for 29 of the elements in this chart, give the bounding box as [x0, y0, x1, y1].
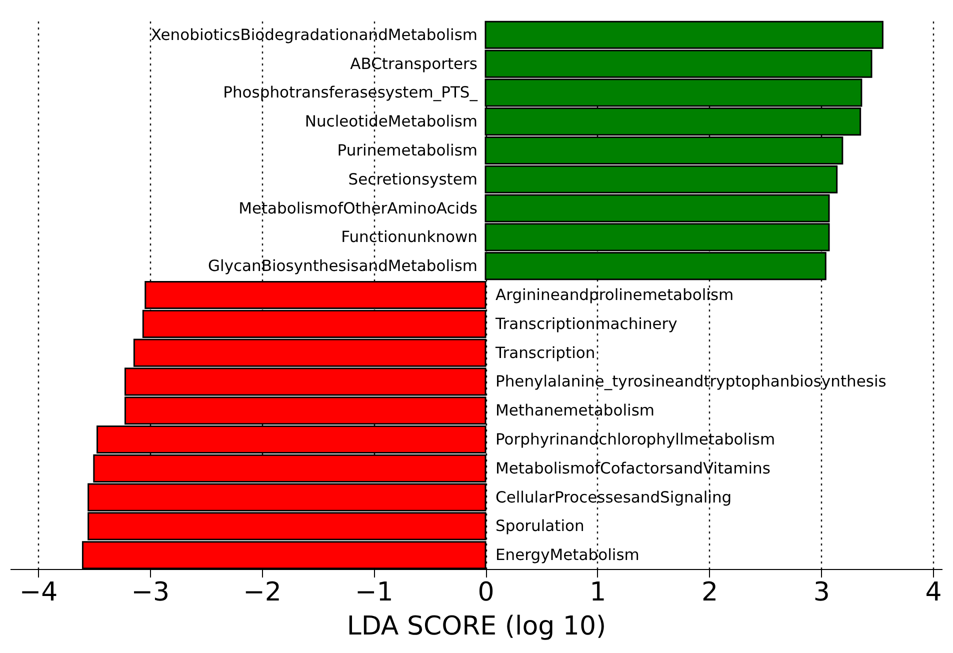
y-tick-label: GlycanBiosynthesisandMetabolism: [208, 257, 478, 276]
x-tick-label: 3: [813, 578, 830, 608]
x-tick-label: 2: [702, 578, 718, 608]
x-tick-label: −3: [131, 578, 170, 608]
y-tick-label: Secretionsystem: [348, 170, 478, 188]
y-tick-label: ABCtransporters: [350, 54, 478, 73]
y-tick-label: MetabolismofCofactorsandVitamins: [496, 459, 770, 478]
y-tick-label: Transcription: [494, 344, 596, 362]
y-tick-label: NucleotideMetabolism: [304, 112, 478, 131]
y-tick-label: EnergyMetabolism: [496, 546, 640, 564]
x-axis-title: LDA SCORE (log 10): [346, 612, 606, 642]
y-tick-label: Porphyrinandchlorophyllmetabolism: [496, 430, 776, 449]
y-tick-label: Arginineandprolinemetabolism: [496, 286, 734, 304]
x-tick-label: 4: [925, 578, 942, 608]
y-tick-label: MetabolismofOtherAminoAcids: [238, 199, 478, 218]
x-tick-label: 1: [590, 578, 606, 608]
x-tick-label: −1: [354, 578, 394, 608]
y-tick-label: Sporulation: [496, 517, 584, 536]
y-tick-label: Phosphotransferasesystem_PTS_: [223, 84, 478, 102]
x-tick-label: −2: [243, 578, 282, 608]
y-tick-label: Methanemetabolism: [496, 402, 655, 420]
x-tick-label: −4: [19, 578, 58, 608]
y-tick-label: Transcriptionmachinery: [494, 314, 678, 333]
y-tick-label: Functionunknown: [341, 228, 478, 246]
y-tick-label: Purinemetabolism: [337, 141, 478, 160]
x-tick-label: 0: [478, 578, 494, 608]
y-tick-label: XenobioticsBiodegradationandMetabolism: [150, 26, 478, 44]
y-tick-label: Phenylalanine_tyrosineandtryptophanbiosynthesis: [496, 372, 886, 391]
y-tick-label: CellularProcessesandSignaling: [496, 488, 732, 506]
